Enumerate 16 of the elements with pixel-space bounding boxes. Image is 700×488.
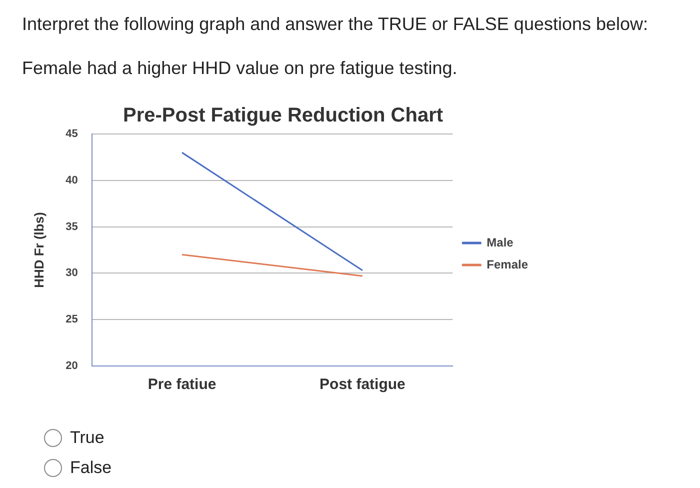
text: Female had a higher HHD value on pre fatigue testing. (22, 58, 458, 79)
y-tick-label: 35 (66, 220, 78, 233)
x-tick-label: Post fatigue (320, 376, 406, 394)
y-axis-title: HHD Fr (lbs) (31, 212, 46, 288)
text: Interpret the following graph and answer the TRUE or FALSE questions below: (22, 14, 648, 35)
y-tick-label: 25 (66, 314, 78, 326)
y-tick-label: 40 (66, 174, 78, 186)
y-tick-label: 20 (66, 360, 78, 372)
legend-label: Female (486, 257, 528, 272)
text: True (70, 428, 104, 448)
text: False (70, 458, 112, 478)
x-tick-label: Pre fatiue (148, 376, 216, 394)
y-tick-label: 30 (66, 267, 78, 280)
legend-label: Male (486, 235, 514, 250)
chart-title: Pre-Post Fatigue Reduction Chart (122, 104, 444, 127)
y-tick-label: 45 (66, 128, 78, 140)
